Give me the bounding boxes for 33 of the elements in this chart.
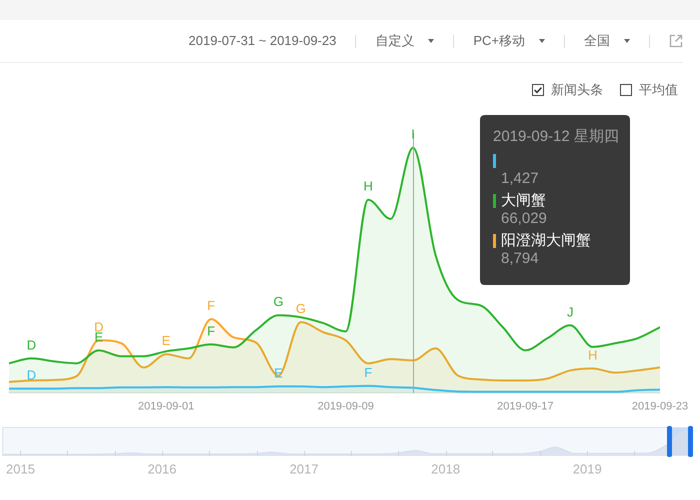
annotation: H	[363, 178, 373, 194]
annotation: F	[207, 323, 216, 338]
annotation: 1,427	[501, 170, 539, 188]
x-tick-label: 2019	[572, 461, 602, 476]
text: 新闻头条	[551, 82, 603, 98]
annotation: D	[26, 337, 36, 352]
x-tick-label: 2019-09-01	[138, 400, 194, 413]
annotation: 66,029	[501, 210, 547, 228]
x-tick-label: 2019-09-23	[632, 400, 688, 413]
annotation: D	[26, 368, 36, 383]
legend-title: 2019-09-12 星期四	[493, 128, 619, 146]
x-tick-label: 2019-09-17	[497, 400, 554, 413]
text: 平均值	[639, 82, 678, 98]
annotation: I	[411, 126, 415, 142]
x-tick-label: 2018	[431, 461, 460, 476]
text: 2019-07-31 ~ 2019-09-23	[188, 33, 336, 49]
x-tick-label: 2015	[6, 461, 35, 476]
annotation: J	[566, 304, 574, 320]
x-tick-label: 2019-09-09	[318, 400, 374, 413]
annotation: H	[588, 347, 598, 362]
annotation: G	[273, 294, 284, 310]
legend-label: 大闸蟹	[501, 192, 546, 210]
legend-label: 阳澄湖大闸蟹	[501, 232, 591, 250]
x-tick-label: 2016	[148, 461, 177, 476]
annotation: F	[207, 298, 216, 314]
annotation: E	[162, 333, 171, 348]
text: PC+移动	[473, 33, 525, 49]
annotation: G	[296, 301, 306, 316]
x-tick-label: 2017	[290, 461, 318, 476]
annotation: 8,794	[501, 250, 539, 268]
annotation: F	[364, 364, 372, 380]
text: 自定义	[375, 33, 414, 49]
text: 全国	[584, 33, 610, 49]
